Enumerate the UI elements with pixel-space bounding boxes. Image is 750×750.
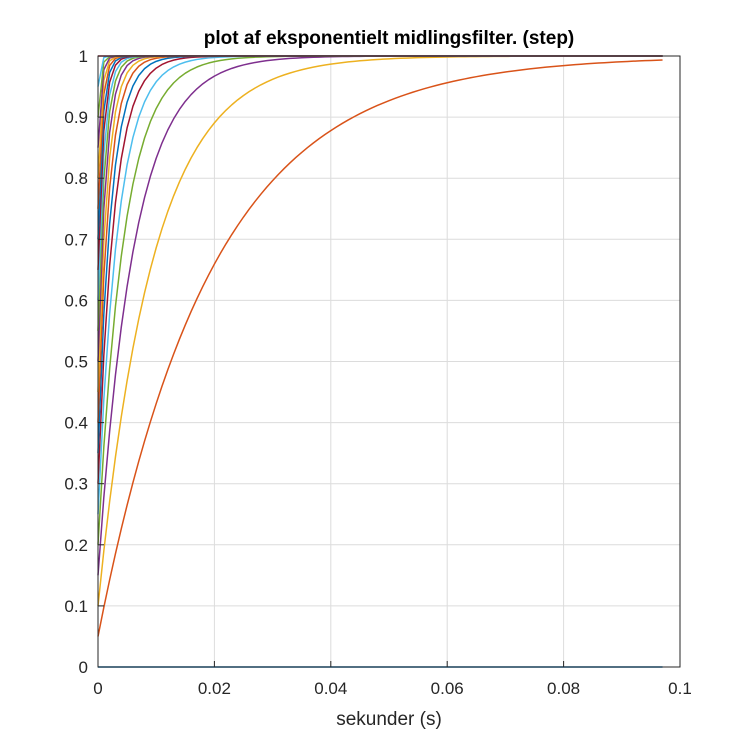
x-tick-label: 0.08 (547, 679, 580, 698)
y-tick-label: 0.8 (64, 169, 88, 188)
y-tick-label: 0.9 (64, 108, 88, 127)
ticks: 0 0.02 0.04 0.06 0.08 0.1 0 0.1 0.2 0.3 0.4 0.5 0.6 0… (64, 47, 691, 698)
series-line-alpha-0.05 (97, 59, 663, 637)
x-tick-label: 0.04 (314, 679, 347, 698)
x-tick-label: 0.02 (198, 679, 231, 698)
y-tick-label: 0.5 (64, 353, 88, 372)
x-tick-label: 0.06 (431, 679, 464, 698)
y-tick-label: 0.3 (64, 475, 88, 494)
y-tick-label: 0.4 (64, 414, 88, 433)
chart-title: plot af eksponentielt midlingsfilter. (s… (204, 28, 575, 49)
y-tick-label: 0.1 (64, 597, 88, 616)
y-tick-label: 0.6 (64, 291, 88, 310)
y-tick-label: 1 (79, 47, 88, 66)
y-tick-label: 0.7 (64, 230, 88, 249)
y-tick-label: 0.2 (64, 536, 88, 555)
x-axis-label: sekunder (s) (336, 709, 442, 730)
x-tick-label: 0 (93, 679, 102, 698)
y-tick-label: 0 (79, 658, 88, 677)
grid (97, 55, 681, 668)
x-tick-label: 0.1 (668, 679, 692, 698)
